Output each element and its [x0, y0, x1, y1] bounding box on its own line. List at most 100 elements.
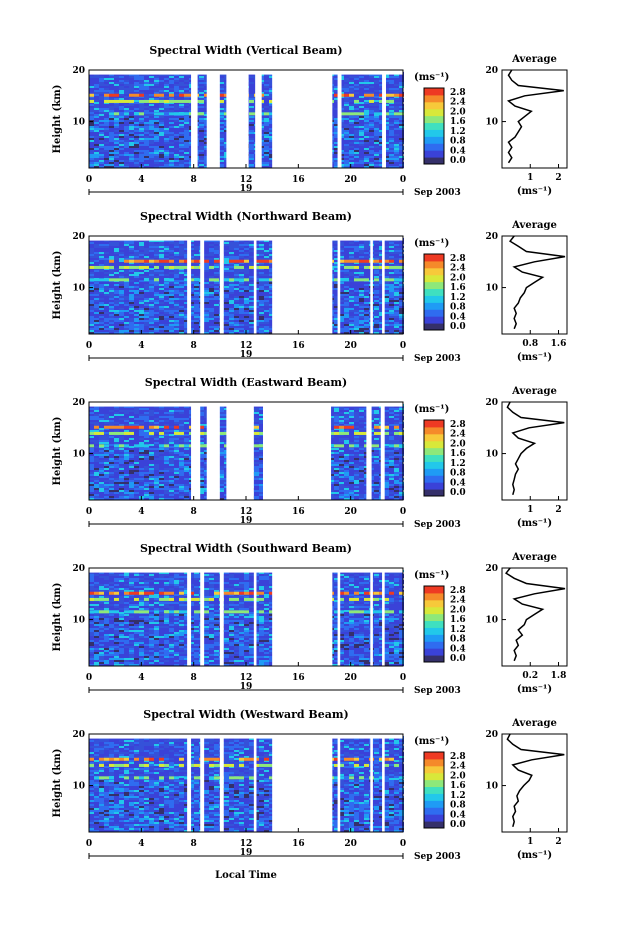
heatmap-cell — [344, 314, 349, 316]
heatmap-cell — [174, 328, 179, 330]
heatmap-cell — [109, 82, 114, 84]
average-unit: (ms⁻¹) — [517, 186, 552, 197]
heatmap-cell — [99, 306, 104, 308]
heatmap-cell — [229, 322, 234, 324]
heatmap-cell — [99, 158, 104, 160]
heatmap-cell — [164, 270, 169, 272]
heatmap-cell — [364, 284, 369, 286]
heatmap-layer-cell — [174, 112, 179, 116]
heatmap-cell — [134, 102, 139, 104]
heatmap-cell — [209, 290, 214, 292]
average-y-tick-label: 10 — [485, 118, 498, 128]
heatmap-cell — [354, 166, 359, 168]
heatmap-cell — [259, 320, 264, 322]
heatmap-cell — [199, 128, 204, 130]
heatmap-cell — [104, 132, 109, 134]
panel-title: Spectral Width (Northward Beam) — [140, 210, 352, 223]
heatmap-cell — [164, 284, 169, 286]
heatmap-cell — [94, 264, 99, 266]
heatmap-cell — [169, 92, 174, 94]
heatmap-cell — [164, 146, 169, 148]
heatmap-cell — [194, 264, 199, 266]
heatmap-cell — [184, 144, 189, 146]
y-tick-label: 10 — [72, 118, 85, 128]
heatmap-cell — [369, 118, 374, 120]
heatmap-cell — [394, 76, 399, 78]
heatmap-cell — [334, 130, 339, 132]
heatmap-cell — [249, 316, 254, 318]
heatmap-cell — [379, 146, 384, 148]
heatmap-cell — [104, 242, 109, 244]
heatmap-cell — [119, 294, 124, 296]
heatmap-cell — [259, 318, 264, 320]
heatmap-cell — [189, 318, 194, 320]
heatmap-cell — [334, 330, 339, 332]
heatmap-cell — [224, 318, 229, 320]
heatmap-cell — [149, 150, 154, 152]
heatmap-cell — [249, 294, 254, 296]
heatmap-cell — [379, 302, 384, 304]
heatmap-cell — [149, 152, 154, 154]
heatmap-cell — [154, 290, 159, 292]
x-tick-label: 0 — [86, 175, 92, 185]
heatmap-cell — [269, 158, 274, 160]
heatmap-cell — [359, 118, 364, 120]
heatmap-cell — [264, 242, 269, 244]
heatmap-cell — [114, 134, 119, 136]
heatmap-cell — [379, 318, 384, 320]
heatmap-cell — [179, 306, 184, 308]
heatmap-cell — [334, 88, 339, 90]
heatmap-cell — [394, 246, 399, 248]
heatmap-cell — [239, 292, 244, 294]
heatmap-cell — [94, 146, 99, 148]
heatmap-cell — [354, 270, 359, 272]
heatmap-cell — [374, 88, 379, 90]
heatmap-cell — [369, 154, 374, 156]
heatmap-cell — [179, 288, 184, 290]
heatmap-cell — [344, 322, 349, 324]
heatmap-cell — [224, 304, 229, 306]
heatmap-cell — [394, 284, 399, 286]
heatmap-cell — [139, 120, 144, 122]
heatmap-cell — [189, 268, 194, 270]
heatmap-cell — [399, 276, 404, 278]
heatmap-cell — [344, 122, 349, 124]
heatmap-cell — [364, 158, 369, 160]
heatmap-cell — [239, 250, 244, 252]
heatmap-cell — [359, 74, 364, 76]
heatmap-cell — [359, 128, 364, 130]
heatmap-cell — [99, 242, 104, 244]
heatmap-cell — [144, 292, 149, 294]
heatmap-cell — [389, 290, 394, 292]
heatmap-cell — [114, 294, 119, 296]
heatmap-cell — [219, 166, 224, 168]
heatmap-cell — [134, 242, 139, 244]
heatmap-cell — [264, 272, 269, 274]
heatmap-cell — [249, 166, 254, 168]
heatmap-cell — [109, 80, 114, 82]
heatmap-cell — [194, 316, 199, 318]
heatmap-cell — [234, 240, 239, 242]
heatmap-cell — [264, 326, 269, 328]
heatmap-cell — [374, 308, 379, 310]
heatmap-cell — [179, 310, 184, 312]
heatmap-cell — [354, 294, 359, 296]
heatmap-cell — [349, 156, 354, 158]
heatmap-cell — [149, 332, 154, 334]
heatmap-cell — [389, 74, 394, 76]
heatmap-cell — [174, 268, 179, 270]
heatmap-cell — [394, 126, 399, 128]
heatmap-cell — [199, 156, 204, 158]
heatmap-layer-cell — [249, 99, 254, 103]
heatmap-cell — [194, 284, 199, 286]
heatmap-cell — [99, 156, 104, 158]
heatmap-cell — [369, 126, 374, 128]
heatmap-cell — [264, 158, 269, 160]
heatmap-cell — [114, 248, 119, 250]
heatmap-cell — [134, 120, 139, 122]
heatmap-cell — [364, 164, 369, 166]
heatmap-cell — [99, 166, 104, 168]
heatmap-cell — [154, 164, 159, 166]
heatmap-cell — [234, 316, 239, 318]
heatmap-layer-cell — [154, 93, 159, 97]
